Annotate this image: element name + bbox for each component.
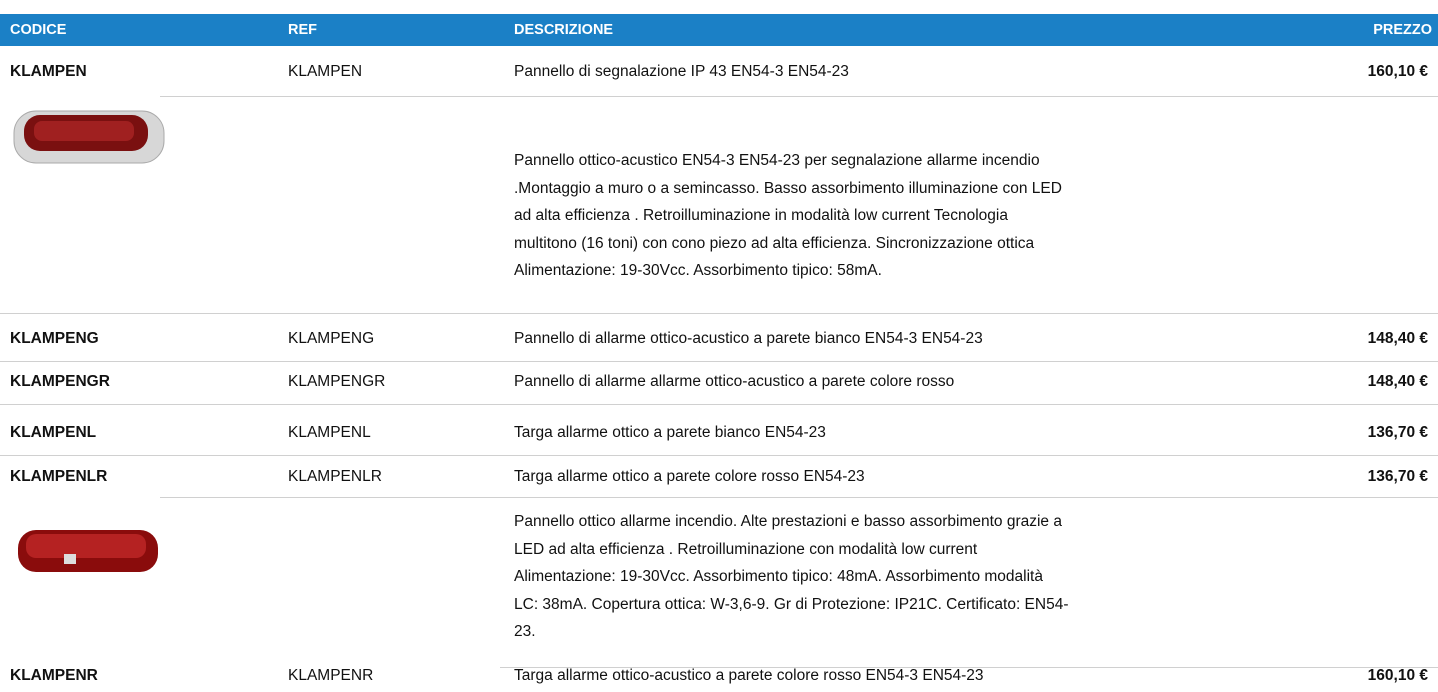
cell-codice: KLAMPENR bbox=[10, 667, 98, 684]
detail-line: multitono (16 toni) con cono piezo ad al… bbox=[514, 234, 1035, 252]
detail-line: 23. bbox=[514, 623, 536, 641]
header-ref: REF bbox=[288, 22, 317, 38]
cell-codice: KLAMPENGR bbox=[10, 373, 110, 390]
cell-prezzo: 136,70 € bbox=[1367, 468, 1428, 485]
cell-descrizione: Targa allarme ottico a parete bianco EN5… bbox=[514, 424, 826, 441]
header-descrizione: DESCRIZIONE bbox=[514, 22, 614, 38]
product-image bbox=[13, 110, 165, 164]
cell-codice: KLAMPENL bbox=[10, 424, 97, 441]
row-divider bbox=[0, 404, 1438, 405]
row-divider bbox=[0, 361, 1438, 362]
header-codice: CODICE bbox=[10, 22, 67, 38]
detail-line: Alimentazione: 19-30Vcc. Assorbimento ti… bbox=[514, 568, 1043, 586]
cell-descrizione: Pannello di allarme ottico-acustico a pa… bbox=[514, 330, 983, 347]
cell-prezzo: 148,40 € bbox=[1367, 373, 1428, 390]
row-divider bbox=[0, 455, 1438, 456]
detail-line: LED ad alta efficienza . Retroilluminazi… bbox=[514, 540, 978, 558]
cell-descrizione: Targa allarme ottico a parete colore ros… bbox=[514, 468, 865, 485]
detail-line: Pannello ottico allarme incendio. Alte p… bbox=[514, 513, 1062, 530]
cell-ref: KLAMPENR bbox=[288, 667, 374, 684]
row-divider bbox=[160, 497, 1438, 498]
detail-line: ad alta efficienza . Retroilluminazione … bbox=[514, 207, 1008, 225]
detail-line: .Montaggio a muro o a semincasso. Basso … bbox=[514, 179, 1062, 197]
cell-codice: KLAMPENG bbox=[10, 330, 99, 347]
cell-ref: KLAMPENLR bbox=[288, 468, 382, 485]
row-divider bbox=[0, 313, 1438, 314]
cell-codice: KLAMPENLR bbox=[10, 468, 108, 485]
detail-line: Alimentazione: 19-30Vcc. Assorbimento ti… bbox=[514, 262, 882, 280]
cell-descrizione: Pannello di allarme allarme ottico-acust… bbox=[514, 373, 955, 390]
cell-codice: KLAMPEN bbox=[10, 63, 87, 80]
cell-ref: KLAMPENG bbox=[288, 330, 375, 347]
cell-prezzo: 160,10 € bbox=[1367, 667, 1428, 684]
header-prezzo: PREZZO bbox=[1373, 22, 1432, 38]
cell-prezzo: 148,40 € bbox=[1367, 330, 1428, 347]
cell-prezzo: 160,10 € bbox=[1367, 63, 1428, 80]
cell-ref: KLAMPEN bbox=[288, 63, 363, 80]
detail-line: Pannello ottico-acustico EN54-3 EN54-23 … bbox=[514, 152, 1040, 169]
row-divider bbox=[160, 96, 1438, 97]
cell-descrizione: Pannello di segnalazione IP 43 EN54-3 EN… bbox=[514, 63, 849, 80]
product-image bbox=[18, 530, 158, 572]
cell-ref: KLAMPENL bbox=[288, 424, 371, 441]
cell-descrizione: Targa allarme ottico-acustico a parete c… bbox=[514, 667, 984, 684]
row-divider bbox=[500, 667, 1438, 668]
cell-prezzo: 136,70 € bbox=[1367, 424, 1428, 441]
detail-line: LC: 38mA. Copertura ottica: W-3,6-9. Gr … bbox=[514, 595, 1069, 613]
cell-ref: KLAMPENGR bbox=[288, 373, 386, 390]
table-header: CODICE REF DESCRIZIONE PREZZO bbox=[0, 14, 1438, 46]
